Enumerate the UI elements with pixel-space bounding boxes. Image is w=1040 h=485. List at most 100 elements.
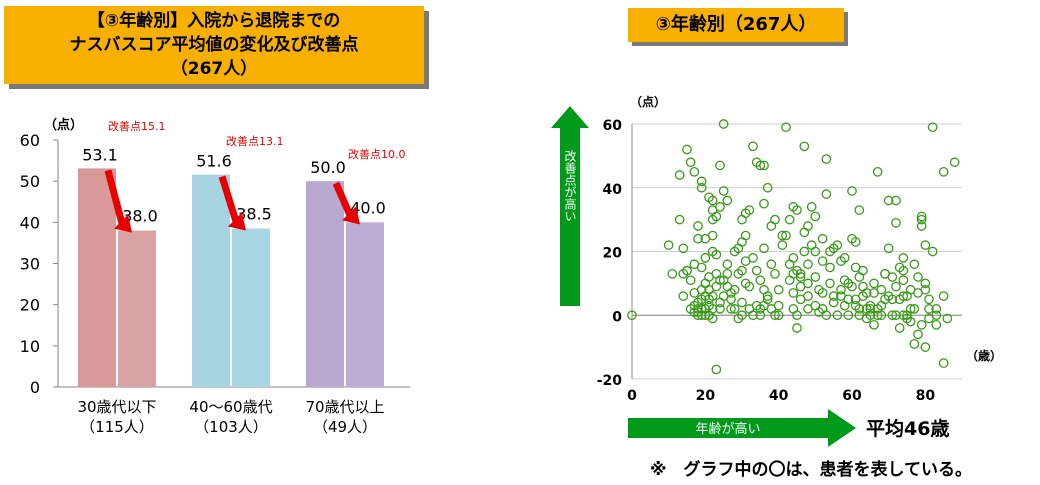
patient-point: [788, 288, 799, 298]
improvement-arrow-label: 改善点が高い: [563, 150, 577, 222]
bar-before-discharge: [306, 181, 344, 387]
patient-point: [916, 319, 927, 330]
patient-point: [711, 211, 722, 222]
patient-point: [891, 217, 901, 228]
patient-point: [821, 310, 832, 321]
patient-point: [869, 278, 879, 289]
patient-point: [759, 160, 769, 171]
bar-before-value-label: 53.1: [82, 145, 118, 164]
patient-point: [938, 166, 949, 177]
patient-point: [693, 233, 703, 244]
patient-point: [847, 281, 857, 292]
bar-chart-title: 【③年齢別】入院から退院までの ナスバスコア平均値の変化及び改善点 （267人）: [4, 6, 424, 84]
bar-y-tick-label: 40: [20, 213, 40, 232]
patient-point: [803, 259, 813, 270]
patient-point: [715, 202, 725, 212]
scatter-y-tick-label: 60: [603, 118, 623, 134]
patient-point: [949, 157, 960, 168]
patient-point: [707, 195, 718, 206]
patient-point: [674, 214, 685, 225]
patient-point: [931, 304, 942, 314]
patient-point: [920, 342, 931, 352]
patient-point: [858, 265, 868, 276]
patient-point: [663, 240, 674, 250]
patient-point: [733, 243, 744, 254]
patient-point: [773, 284, 784, 295]
patient-point: [850, 237, 861, 247]
bar-after-discharge: [346, 222, 384, 387]
patient-point: [891, 281, 901, 292]
scatter-y-tick-label: 40: [603, 182, 623, 198]
scatter-x-tick-label: 40: [769, 388, 789, 404]
patient-point: [755, 160, 766, 171]
patient-point: [916, 211, 927, 222]
patient-point: [839, 275, 850, 286]
patient-point: [898, 275, 909, 286]
bar-chart-title-line1: 【③年齢別】入院から退院までの: [87, 11, 341, 31]
patient-point: [766, 221, 777, 231]
patient-point: [777, 240, 788, 250]
patient-point: [872, 166, 883, 177]
patient-point: [913, 272, 923, 282]
patient-point: [854, 272, 865, 282]
patient-point: [792, 205, 802, 215]
bar-y-tick-label: 0: [30, 378, 40, 397]
patient-point: [843, 294, 854, 305]
patient-point: [682, 144, 692, 155]
patient-point: [913, 288, 923, 298]
improvement-label: 改善点13.1: [226, 134, 284, 148]
patient-point: [700, 253, 711, 263]
patient-point: [942, 313, 953, 324]
patient-point: [876, 284, 887, 295]
patient-point: [718, 119, 729, 129]
scatter-x-axis-label: （歳）: [966, 348, 1002, 363]
patient-point: [909, 304, 920, 314]
patient-point: [806, 202, 817, 212]
patient-point: [773, 310, 784, 321]
patient-point: [850, 300, 861, 311]
patient-point: [891, 195, 901, 206]
scatter-x-tick-label: 20: [696, 388, 716, 404]
patient-point: [748, 141, 758, 152]
patient-point: [711, 364, 722, 375]
patient-point: [788, 253, 799, 263]
patient-point: [781, 122, 791, 133]
patient-point: [762, 182, 773, 193]
patient-point: [685, 157, 696, 168]
patient-point: [682, 265, 692, 276]
patient-point: [924, 304, 934, 314]
patient-point: [744, 205, 755, 215]
patient-point: [707, 230, 718, 241]
bar-category-label: 30歳代以下: [77, 398, 156, 416]
patient-point: [777, 230, 788, 241]
patient-point: [667, 268, 678, 279]
patient-point: [803, 304, 813, 314]
patient-point: [883, 195, 894, 206]
scatter-y-tick-label: 0: [612, 309, 622, 325]
patient-point: [748, 310, 758, 321]
patient-point: [696, 182, 707, 193]
patient-point: [799, 141, 810, 152]
bar-category-count: （115人）: [80, 418, 154, 436]
bar-after-discharge: [118, 230, 156, 387]
patient-point: [810, 211, 821, 222]
patient-point: [678, 291, 689, 301]
patient-point: [792, 323, 802, 333]
patient-point: [744, 281, 755, 292]
scatter-y-tick-label: 20: [603, 246, 623, 262]
patient-point: [920, 278, 931, 289]
patient-point: [704, 272, 714, 282]
patient-point: [762, 291, 773, 301]
bar-chart: 0 10 20 30 40 50 60（点） 53.1 38.0 改善点15.1 30歳代以下 （11…: [20, 117, 410, 436]
patient-point: [755, 275, 766, 286]
patient-point: [711, 281, 722, 292]
patient-point: [854, 205, 865, 215]
bar-y-tick-label: 10: [20, 337, 40, 356]
patient-point: [821, 189, 832, 199]
patient-point: [909, 259, 920, 270]
patient-point: [759, 284, 769, 295]
patient-point: [891, 310, 901, 321]
patient-point: [722, 259, 733, 270]
bar-before-value-label: 50.0: [310, 158, 346, 177]
